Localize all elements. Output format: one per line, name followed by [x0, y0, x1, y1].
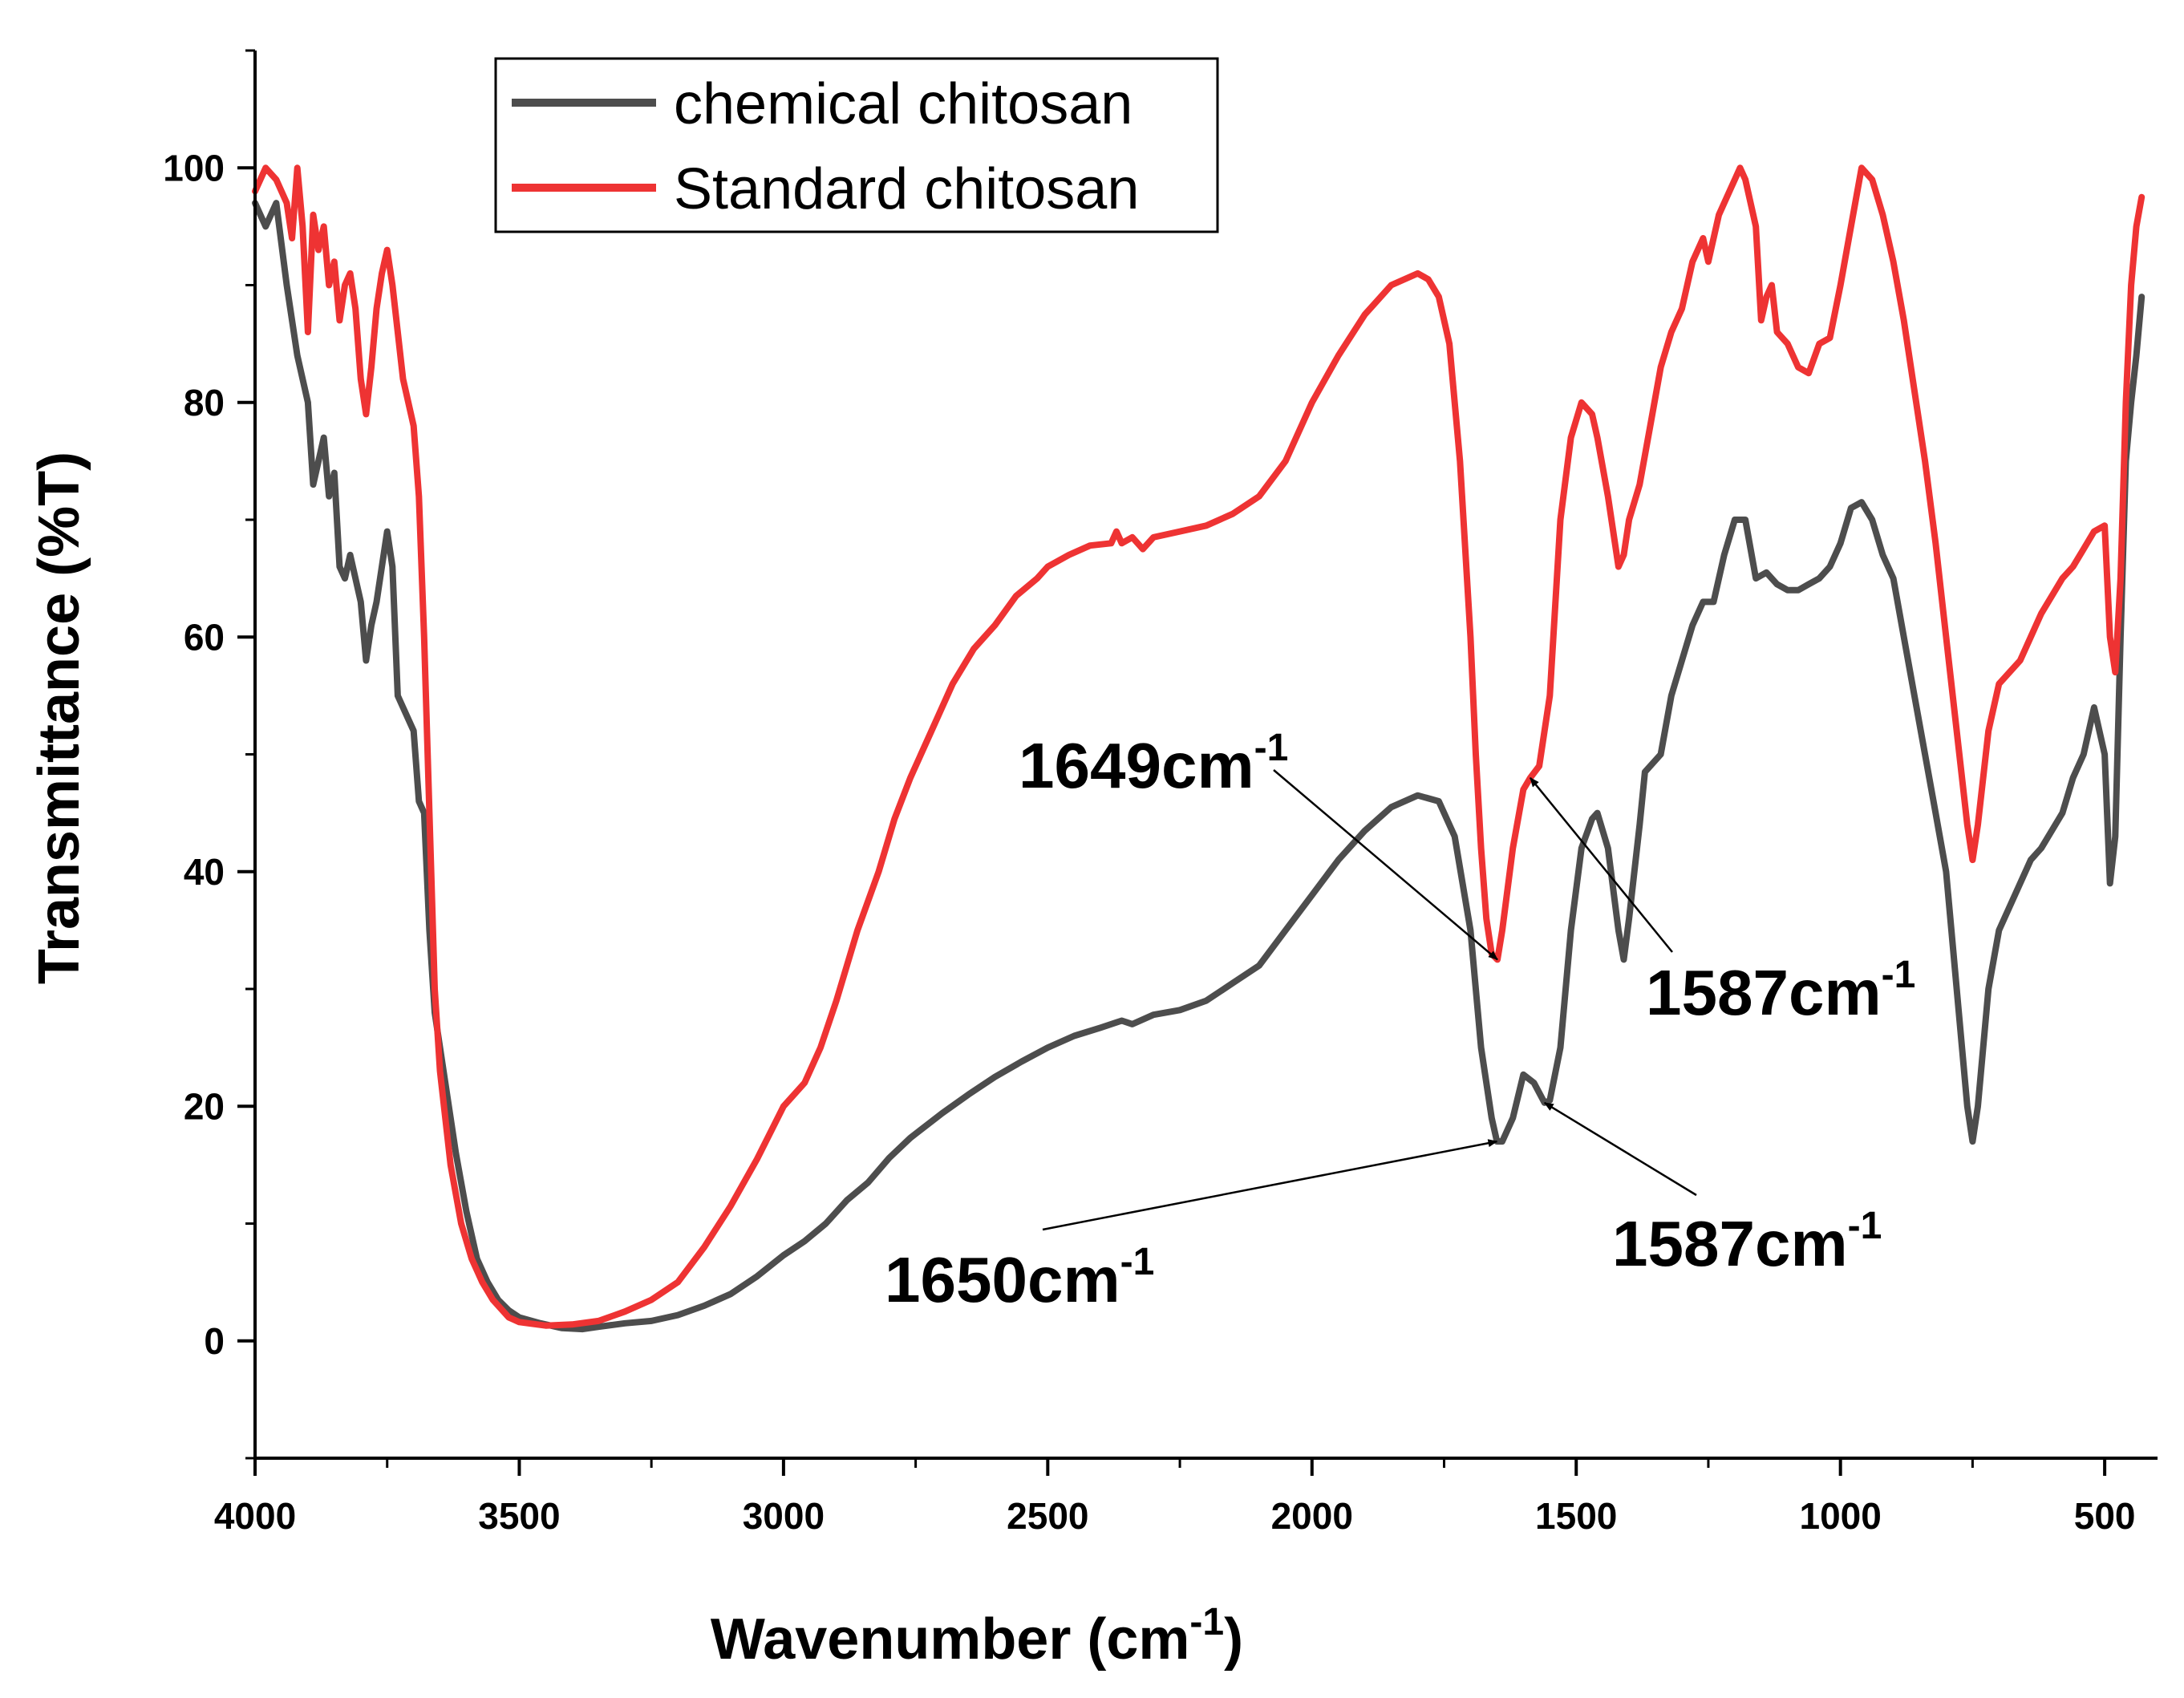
- x-tick-label: 2000: [1271, 1495, 1353, 1537]
- annotation-1587-standard-label: 1587cm: [1646, 957, 1882, 1028]
- plot-area: [237, 49, 2158, 1476]
- y-axis-title: Transmittance (%T): [27, 452, 91, 984]
- series-line-standard-chitosan: [252, 164, 2146, 1329]
- legend-label-chemical: chemical chitosan: [674, 72, 1133, 136]
- annotation-arrow-1650: [1042, 1139, 1498, 1231]
- y-tick-label: 0: [204, 1320, 225, 1362]
- x-tick-label: 2500: [1007, 1495, 1088, 1537]
- y-tick-label: 40: [184, 851, 225, 893]
- annotation-arrow-1587-chemical: [1543, 1101, 1697, 1197]
- x-tick-labels: 4000 3500 3000 2500 2000 1500 1000 500: [214, 1495, 2136, 1537]
- x-tick-label: 500: [2074, 1495, 2136, 1537]
- y-tick-label: 20: [184, 1085, 225, 1127]
- x-tick-label: 3000: [743, 1495, 825, 1537]
- x-tick-label: 1000: [1799, 1495, 1881, 1537]
- annotation-1587-standard-sup: -1: [1882, 954, 1916, 996]
- annotation-arrow-1587-standard: [1529, 777, 1673, 953]
- annotation-1649-sup: -1: [1254, 727, 1289, 769]
- series-line-chemical-chitosan: [252, 200, 2146, 1333]
- x-axis-title: Wavenumber (cm-1): [711, 1601, 1243, 1672]
- legend-label-standard: Standard chitosan: [674, 157, 1139, 221]
- annotation-arrow-1649: [1273, 769, 1498, 961]
- annotations: 1649cm-1 1587cm-1 1650cm-1 1587cm-1: [885, 727, 1915, 1315]
- x-axis-title-tail: ): [1224, 1607, 1243, 1672]
- y-tick-label: 100: [163, 147, 225, 188]
- y-tick-labels: 0 20 40 60 80 100: [163, 147, 225, 1362]
- legend-box: [494, 57, 1219, 233]
- annotation-1650-sup: -1: [1120, 1241, 1155, 1283]
- x-tick-label: 4000: [214, 1495, 296, 1537]
- x-tick-label: 1500: [1535, 1495, 1617, 1537]
- annotation-1649-label: 1649cm: [1019, 730, 1254, 801]
- annotation-1587-chemical: 1587cm-1: [1612, 1205, 1882, 1279]
- annotation-1650-label: 1650cm: [885, 1244, 1120, 1315]
- annotation-1650: 1650cm-1: [885, 1241, 1154, 1315]
- annotation-1587-chemical-sup: -1: [1848, 1205, 1882, 1247]
- y-tick-label: 80: [184, 382, 225, 423]
- x-axis-title-main: Wavenumber (cm: [711, 1607, 1189, 1672]
- x-tick-label: 3500: [478, 1495, 560, 1537]
- y-tick-label: 60: [184, 616, 225, 658]
- series-layer: [252, 164, 2146, 1333]
- legend: chemical chitosan Standard chitosan: [494, 57, 1219, 233]
- annotation-1587-chemical-label: 1587cm: [1612, 1208, 1848, 1279]
- annotation-1649: 1649cm-1: [1019, 727, 1288, 801]
- x-axis-title-sup: -1: [1189, 1601, 1224, 1643]
- annotation-1587-standard: 1587cm-1: [1646, 954, 1915, 1028]
